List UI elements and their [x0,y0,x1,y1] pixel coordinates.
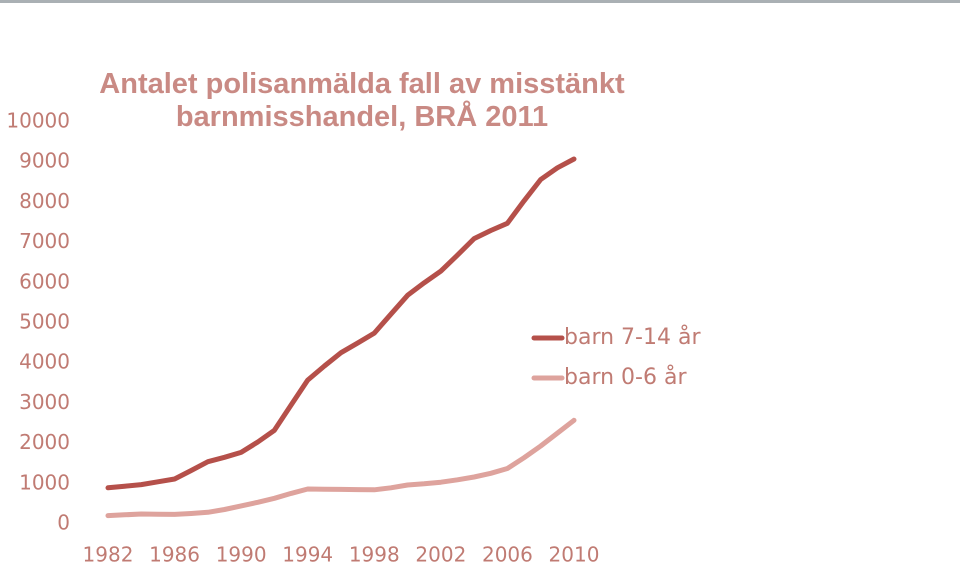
x-tick-label: 1998 [349,543,400,567]
y-tick-label: 0 [57,511,70,535]
y-tick-label: 3000 [19,390,70,414]
x-tick-label: 1994 [282,543,333,567]
x-tick-label: 1990 [216,543,267,567]
x-tick-label: 2006 [482,543,533,567]
legend-label-1: barn 0-6 år [564,364,687,390]
y-tick-label: 10000 [6,109,70,133]
y-tick-label: 4000 [19,350,70,374]
y-axis-ticks: 0 1000 2000 3000 4000 5000 6000 7000 8000 9000 100… [6,109,70,535]
y-tick-label: 9000 [19,149,70,173]
x-axis-ticks: 1982 1986 1990 1994 1998 2002 2006 2010 [83,543,600,567]
y-tick-label: 7000 [19,229,70,253]
legend-label-0: barn 7-14 år [564,324,701,350]
series-lines [105,156,577,519]
series-line-1 [105,417,577,519]
y-tick-label: 1000 [19,470,70,494]
x-tick-label: 1986 [149,543,200,567]
y-tick-label: 6000 [19,269,70,293]
x-tick-label: 1982 [83,543,134,567]
y-tick-label: 2000 [19,430,70,454]
top-rule [0,0,960,3]
y-tick-label: 5000 [19,310,70,334]
x-tick-label: 2010 [549,543,600,567]
legend: barn 7-14 år barn 0-6 år [531,324,701,390]
chart-title: Antalet polisanmälda fall av misstänkt b… [99,68,625,133]
x-tick-label: 2002 [415,543,466,567]
y-tick-label: 8000 [19,189,70,213]
series-line-0 [105,156,577,491]
